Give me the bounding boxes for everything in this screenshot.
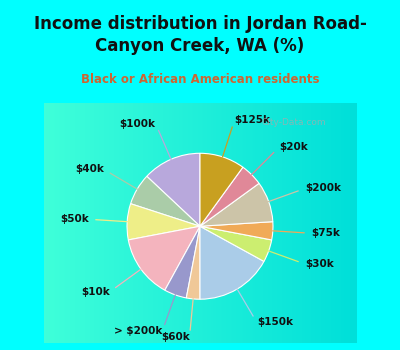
Text: $60k: $60k xyxy=(161,332,190,342)
Wedge shape xyxy=(147,153,200,226)
Text: Black or African American residents: Black or African American residents xyxy=(81,73,319,86)
Wedge shape xyxy=(200,153,243,226)
Wedge shape xyxy=(127,204,200,240)
Wedge shape xyxy=(200,222,273,240)
Text: Income distribution in Jordan Road-
Canyon Creek, WA (%): Income distribution in Jordan Road- Cany… xyxy=(34,15,366,55)
Text: $40k: $40k xyxy=(75,164,104,175)
Text: $100k: $100k xyxy=(120,119,156,129)
Wedge shape xyxy=(200,226,264,299)
Text: $10k: $10k xyxy=(81,287,110,297)
Wedge shape xyxy=(165,226,200,298)
Text: $125k: $125k xyxy=(234,115,270,125)
Text: $30k: $30k xyxy=(305,259,334,269)
Wedge shape xyxy=(200,167,259,226)
Text: $75k: $75k xyxy=(311,228,340,238)
Wedge shape xyxy=(128,226,200,290)
Text: $20k: $20k xyxy=(279,142,308,152)
Text: > $200k: > $200k xyxy=(114,326,162,336)
Text: $50k: $50k xyxy=(60,214,89,224)
Text: $150k: $150k xyxy=(257,317,293,327)
Text: $200k: $200k xyxy=(305,183,341,194)
Wedge shape xyxy=(200,226,272,261)
Wedge shape xyxy=(131,176,200,226)
Wedge shape xyxy=(186,226,200,299)
Text: City-Data.com: City-Data.com xyxy=(262,118,326,127)
Wedge shape xyxy=(200,183,273,226)
